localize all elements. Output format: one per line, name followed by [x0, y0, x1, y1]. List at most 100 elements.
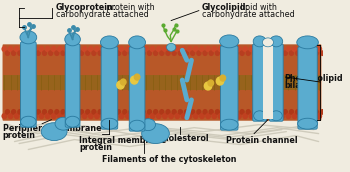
Circle shape	[147, 109, 152, 115]
Circle shape	[120, 79, 126, 85]
Circle shape	[196, 50, 202, 56]
Circle shape	[246, 50, 251, 56]
Circle shape	[168, 46, 174, 52]
Circle shape	[17, 109, 22, 115]
Text: protein: protein	[79, 143, 112, 152]
Circle shape	[100, 113, 106, 119]
Circle shape	[187, 113, 193, 119]
Circle shape	[45, 46, 50, 52]
Circle shape	[104, 50, 109, 56]
FancyBboxPatch shape	[298, 47, 317, 129]
Ellipse shape	[20, 31, 37, 44]
Circle shape	[174, 46, 180, 52]
Circle shape	[304, 46, 310, 52]
Circle shape	[134, 50, 140, 56]
Circle shape	[254, 113, 260, 119]
Circle shape	[211, 113, 217, 119]
Circle shape	[36, 109, 41, 115]
Circle shape	[242, 113, 248, 119]
Circle shape	[221, 109, 226, 115]
Circle shape	[144, 46, 149, 52]
Circle shape	[76, 113, 82, 119]
Ellipse shape	[298, 118, 317, 129]
Ellipse shape	[167, 43, 176, 51]
Circle shape	[82, 46, 88, 52]
Circle shape	[51, 113, 57, 119]
Circle shape	[100, 46, 106, 52]
Circle shape	[276, 109, 282, 115]
Circle shape	[252, 50, 257, 56]
Circle shape	[5, 50, 10, 56]
Circle shape	[128, 109, 134, 115]
Circle shape	[32, 113, 38, 119]
Circle shape	[38, 113, 44, 119]
Circle shape	[270, 109, 276, 115]
Circle shape	[224, 46, 230, 52]
Circle shape	[181, 46, 187, 52]
Ellipse shape	[297, 36, 319, 49]
Circle shape	[184, 50, 189, 56]
Text: carbohydrate attached: carbohydrate attached	[56, 10, 149, 19]
Circle shape	[215, 109, 220, 115]
Circle shape	[116, 109, 121, 115]
Circle shape	[73, 50, 78, 56]
Circle shape	[286, 46, 291, 52]
Ellipse shape	[65, 33, 80, 46]
Circle shape	[128, 50, 134, 56]
Circle shape	[23, 109, 29, 115]
Circle shape	[85, 109, 90, 115]
Circle shape	[94, 113, 100, 119]
Circle shape	[165, 109, 171, 115]
Ellipse shape	[220, 35, 239, 48]
Circle shape	[125, 46, 131, 52]
Circle shape	[1, 113, 7, 119]
Text: bilayer: bilayer	[285, 81, 316, 90]
Text: Integral membrane: Integral membrane	[79, 136, 166, 145]
Circle shape	[204, 82, 212, 90]
FancyBboxPatch shape	[269, 44, 283, 121]
Circle shape	[252, 109, 257, 115]
Circle shape	[211, 46, 217, 52]
Circle shape	[230, 46, 236, 52]
FancyBboxPatch shape	[129, 47, 145, 131]
Circle shape	[261, 113, 267, 119]
Circle shape	[295, 109, 300, 115]
Circle shape	[172, 109, 177, 115]
Circle shape	[215, 50, 220, 56]
FancyBboxPatch shape	[65, 44, 80, 127]
Circle shape	[227, 109, 232, 115]
Circle shape	[110, 50, 115, 56]
Circle shape	[113, 46, 118, 52]
Circle shape	[239, 109, 245, 115]
Circle shape	[242, 46, 248, 52]
Circle shape	[273, 113, 279, 119]
Circle shape	[239, 50, 245, 56]
Circle shape	[202, 109, 208, 115]
Circle shape	[258, 109, 263, 115]
Circle shape	[199, 46, 205, 52]
Circle shape	[221, 50, 226, 56]
Circle shape	[273, 46, 279, 52]
Circle shape	[218, 46, 223, 52]
Circle shape	[279, 113, 285, 119]
Circle shape	[304, 113, 310, 119]
FancyBboxPatch shape	[220, 46, 238, 130]
Circle shape	[289, 50, 294, 56]
Circle shape	[208, 80, 213, 86]
Circle shape	[236, 46, 242, 52]
Ellipse shape	[142, 124, 169, 143]
Ellipse shape	[270, 111, 282, 121]
Circle shape	[119, 46, 125, 52]
Circle shape	[76, 46, 82, 52]
Circle shape	[38, 46, 44, 52]
Circle shape	[131, 113, 137, 119]
Circle shape	[267, 46, 273, 52]
Circle shape	[141, 50, 146, 56]
Circle shape	[190, 50, 195, 56]
Circle shape	[316, 113, 322, 119]
Circle shape	[233, 50, 239, 56]
Circle shape	[153, 109, 158, 115]
Circle shape	[254, 46, 260, 52]
Text: Filaments of the cytoskeleton: Filaments of the cytoskeleton	[102, 155, 237, 164]
Circle shape	[60, 50, 66, 56]
